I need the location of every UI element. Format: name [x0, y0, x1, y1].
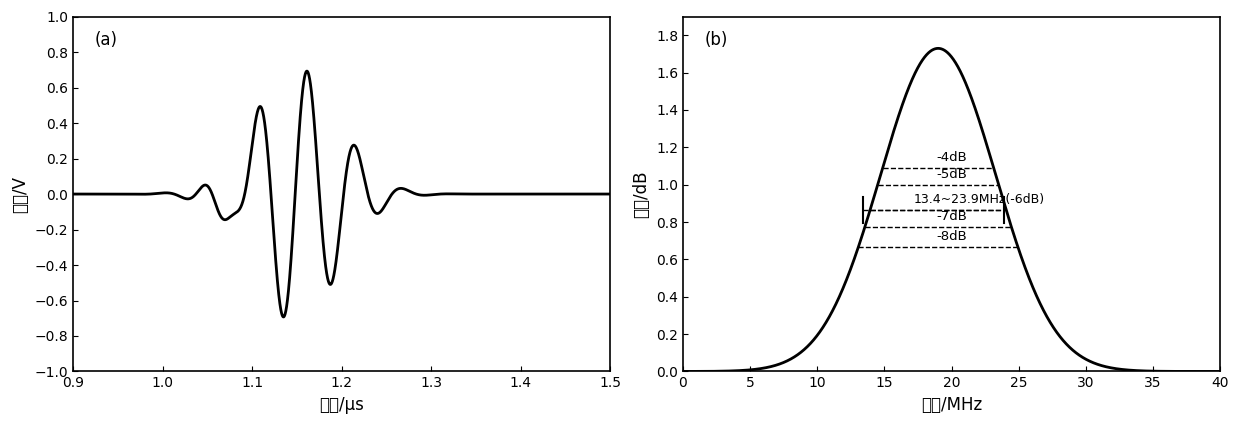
Y-axis label: 幅度/dB: 幅度/dB — [632, 170, 651, 218]
X-axis label: 时间/μs: 时间/μs — [319, 396, 365, 414]
Text: -5dB: -5dB — [936, 168, 967, 181]
Y-axis label: 声压/V: 声压/V — [11, 176, 29, 212]
Text: (a): (a) — [94, 31, 118, 49]
Text: -4dB: -4dB — [936, 151, 967, 164]
Text: (b): (b) — [704, 31, 728, 49]
Text: -8dB: -8dB — [936, 230, 967, 243]
X-axis label: 频率/MHz: 频率/MHz — [921, 396, 982, 414]
Text: 13.4~23.9MHz(-6dB): 13.4~23.9MHz(-6dB) — [914, 193, 1044, 206]
Text: -7dB: -7dB — [936, 210, 967, 223]
